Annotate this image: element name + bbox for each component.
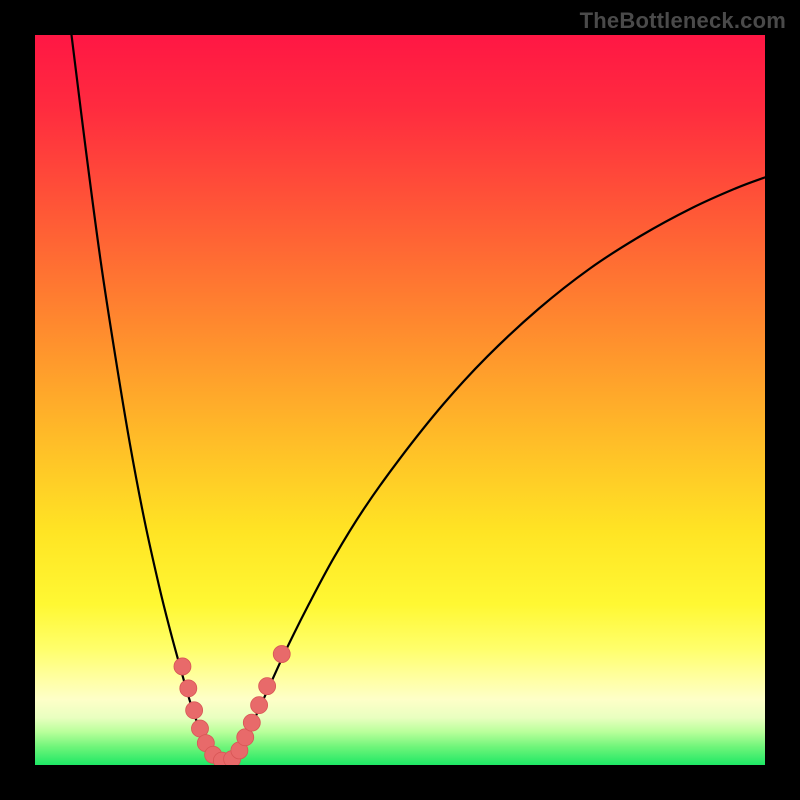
data-marker <box>273 646 290 663</box>
data-marker <box>180 680 197 697</box>
data-marker <box>251 697 268 714</box>
gradient-background <box>35 35 765 765</box>
chart-container: TheBottleneck.com <box>0 0 800 800</box>
data-marker <box>259 678 276 695</box>
data-marker <box>243 714 260 731</box>
watermark-label: TheBottleneck.com <box>580 8 786 34</box>
data-marker <box>186 702 203 719</box>
plot-area <box>35 35 765 765</box>
plot-svg <box>35 35 765 765</box>
data-marker <box>174 658 191 675</box>
